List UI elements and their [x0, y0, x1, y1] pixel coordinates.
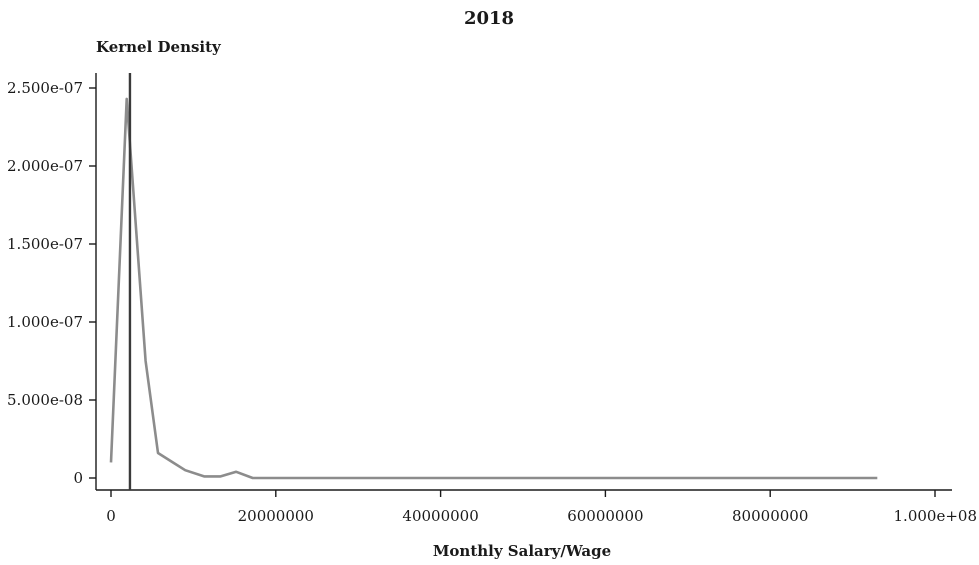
x-tick-label: 1.000e+08	[894, 507, 977, 525]
y-tick-label: 1.500e-07	[7, 235, 83, 253]
x-tick-label: 80000000	[732, 507, 808, 525]
x-axis-ticks: 0 20000000 40000000 60000000 80000000 1.000e+…	[106, 490, 977, 525]
y-axis-label: Kernel Density	[96, 38, 222, 56]
plot-area	[109, 73, 878, 490]
y-tick-label: 5.000e-08	[7, 391, 83, 409]
y-tick-label: 2.500e-07	[7, 79, 83, 97]
x-tick-label: 40000000	[402, 507, 478, 525]
x-axis-label: Monthly Salary/Wage	[433, 542, 611, 560]
y-tick-label: 1.000e-07	[7, 313, 83, 331]
x-tick-label: 60000000	[567, 507, 643, 525]
chart-title: 2018	[464, 8, 514, 29]
y-tick-label: 0	[73, 469, 83, 487]
density-series-line	[109, 97, 878, 480]
y-tick-label: 2.000e-07	[7, 157, 83, 175]
x-tick-label: 20000000	[238, 507, 314, 525]
x-tick-label: 0	[106, 507, 116, 525]
y-axis-ticks: 0 5.000e-08 1.000e-07 1.500e-07 2.000e-07 2.5…	[7, 79, 96, 487]
